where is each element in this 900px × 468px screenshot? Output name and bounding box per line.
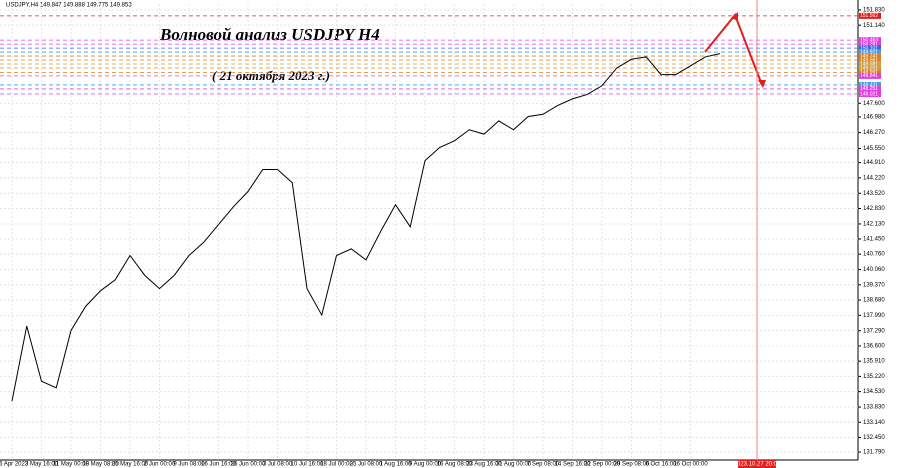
level-box [859, 53, 881, 60]
level-box [859, 41, 881, 48]
x-tick-label: 16 Jun 16:00 [201, 462, 236, 468]
header: USDJPY,H4 149.847 149.888 149.775 149.85… [6, 3, 132, 9]
level-box [859, 12, 881, 19]
level-label: 149.741 [860, 53, 878, 59]
y-tick-label: 133.830 [863, 405, 885, 411]
level-label: 148.251 [860, 86, 878, 92]
level-label: 151.562 [860, 13, 878, 19]
y-tick-label: 137.290 [863, 328, 885, 334]
y-tick-label: 133.140 [863, 420, 885, 426]
y-tick-label: 151.140 [863, 23, 885, 29]
x-tick-label: 7 Sep 08:00 [527, 462, 560, 468]
level-box [859, 90, 881, 97]
x-tick-label: 6 Oct 16:00 [645, 462, 677, 468]
x-tick-label: 3 May 16:00 [25, 462, 59, 468]
level-box [859, 81, 881, 88]
level-label: 149.921 [860, 49, 878, 55]
y-tick-label: 141.450 [863, 237, 885, 243]
y-tick-label: 135.220 [863, 374, 885, 380]
x-tick-label: 2 Jun 00:00 [144, 462, 176, 468]
y-tick-label: 147.600 [863, 101, 885, 107]
level-label: 149.381 [860, 61, 878, 67]
level-label: 148.021 [860, 91, 878, 97]
level-box [859, 85, 881, 92]
y-tick-label: 151.830 [863, 8, 885, 14]
y-tick-label: 142.130 [863, 222, 885, 228]
x-tick-label: 16 Oct 00:00 [673, 462, 708, 468]
x-tick-label: 10 Jul 16:00 [291, 462, 324, 468]
y-tick-label: 136.600 [863, 344, 885, 350]
x-tick-label: 9 Aug 00:00 [409, 462, 442, 468]
chart-subtitle: ( 21 октября 2023 г.) [212, 68, 330, 83]
level-box [859, 49, 881, 56]
x-tick-label: 25 May 16:00 [112, 462, 149, 468]
y-tick-label: 139.370 [863, 282, 885, 288]
x-tick-label: 25 Jul 08:00 [350, 462, 383, 468]
level-box [859, 37, 881, 44]
y-tick-label: 140.760 [863, 252, 885, 258]
y-tick-label: 142.830 [863, 206, 885, 212]
y-tick-label: 137.990 [863, 313, 885, 319]
time-marker-label: 2023.10.27 20:00 [734, 462, 781, 468]
level-label: 150.463 [860, 37, 878, 43]
level-label: 148.841 [860, 73, 878, 79]
level-box [859, 64, 881, 71]
y-tick-label: 132.450 [863, 435, 885, 441]
y-tick-label: 140.060 [863, 267, 885, 273]
x-tick-label: 22 Sep 00:00 [584, 462, 620, 468]
level-box [859, 69, 881, 76]
x-tick-label: 14 Sep 16:00 [555, 462, 591, 468]
y-tick-label: 146.270 [863, 130, 885, 136]
level-box [859, 72, 881, 79]
level-box [859, 57, 881, 64]
level-label: 150.281 [860, 41, 878, 47]
time-marker-box [738, 460, 776, 468]
y-tick-label: 131.790 [863, 450, 885, 456]
x-tick-label: 16 Aug 08:00 [437, 462, 473, 468]
chart-title: Волновой анализ USDJPY H4 [159, 25, 380, 44]
y-tick-label: 146.980 [863, 115, 885, 121]
x-tick-label: 11 May 00:00 [53, 462, 90, 468]
price-line [11, 53, 721, 402]
level-label: 148.431 [860, 82, 878, 88]
x-tick-label: 29 Sep 08:00 [614, 462, 650, 468]
x-tick-label: 26 Apr 2023 [0, 462, 29, 468]
level-label: 150.101 [860, 45, 878, 51]
level-box [859, 45, 881, 52]
y-tick-label: 143.520 [863, 191, 885, 197]
x-tick-label: 23 Aug 16:00 [466, 462, 502, 468]
x-tick-label: 1 Aug 16:00 [379, 462, 412, 468]
y-tick-label: 145.550 [863, 146, 885, 152]
level-label: 149.201 [860, 65, 878, 71]
y-tick-label: 135.910 [863, 359, 885, 365]
level-box [859, 60, 881, 67]
y-tick-label: 138.680 [863, 298, 885, 304]
x-tick-label: 3 Jul 08:00 [263, 462, 293, 468]
level-label: 149.561 [860, 57, 878, 63]
x-tick-label: 18 Jul 00:00 [320, 462, 353, 468]
y-tick-label: 144.220 [863, 175, 885, 181]
x-tick-label: 9 Jun 08:00 [173, 462, 205, 468]
y-tick-label: 134.530 [863, 389, 885, 395]
x-tick-label: 31 Aug 00:00 [496, 462, 532, 468]
x-tick-label: 26 Jun 00:00 [231, 462, 266, 468]
x-tick-label: 18 May 08:00 [82, 462, 119, 468]
arrow-head [758, 80, 766, 88]
y-tick-label: 144.910 [863, 160, 885, 166]
arrow-head [731, 12, 738, 21]
